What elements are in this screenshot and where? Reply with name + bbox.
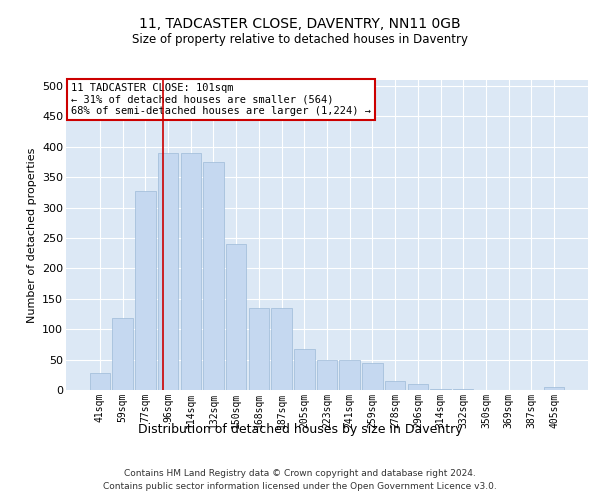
Bar xyxy=(362,364,383,390)
Text: Contains HM Land Registry data © Crown copyright and database right 2024.: Contains HM Land Registry data © Crown c… xyxy=(124,468,476,477)
Text: Contains public sector information licensed under the Open Government Licence v3: Contains public sector information licen… xyxy=(103,482,497,491)
Bar xyxy=(90,373,110,390)
Bar xyxy=(430,389,451,390)
Bar xyxy=(226,244,247,390)
Bar xyxy=(181,153,201,390)
Bar xyxy=(271,308,292,390)
Text: 11, TADCASTER CLOSE, DAVENTRY, NN11 0GB: 11, TADCASTER CLOSE, DAVENTRY, NN11 0GB xyxy=(139,18,461,32)
Bar xyxy=(203,162,224,390)
Text: Size of property relative to detached houses in Daventry: Size of property relative to detached ho… xyxy=(132,32,468,46)
Bar xyxy=(385,381,406,390)
Bar xyxy=(544,387,564,390)
Bar xyxy=(294,348,314,390)
Bar xyxy=(407,384,428,390)
Bar xyxy=(135,190,155,390)
Text: Distribution of detached houses by size in Daventry: Distribution of detached houses by size … xyxy=(137,422,463,436)
Bar xyxy=(112,318,133,390)
Bar xyxy=(248,308,269,390)
Y-axis label: Number of detached properties: Number of detached properties xyxy=(26,148,37,322)
Bar xyxy=(340,360,360,390)
Bar xyxy=(158,153,178,390)
Text: 11 TADCASTER CLOSE: 101sqm
← 31% of detached houses are smaller (564)
68% of sem: 11 TADCASTER CLOSE: 101sqm ← 31% of deta… xyxy=(71,83,371,116)
Bar xyxy=(317,360,337,390)
